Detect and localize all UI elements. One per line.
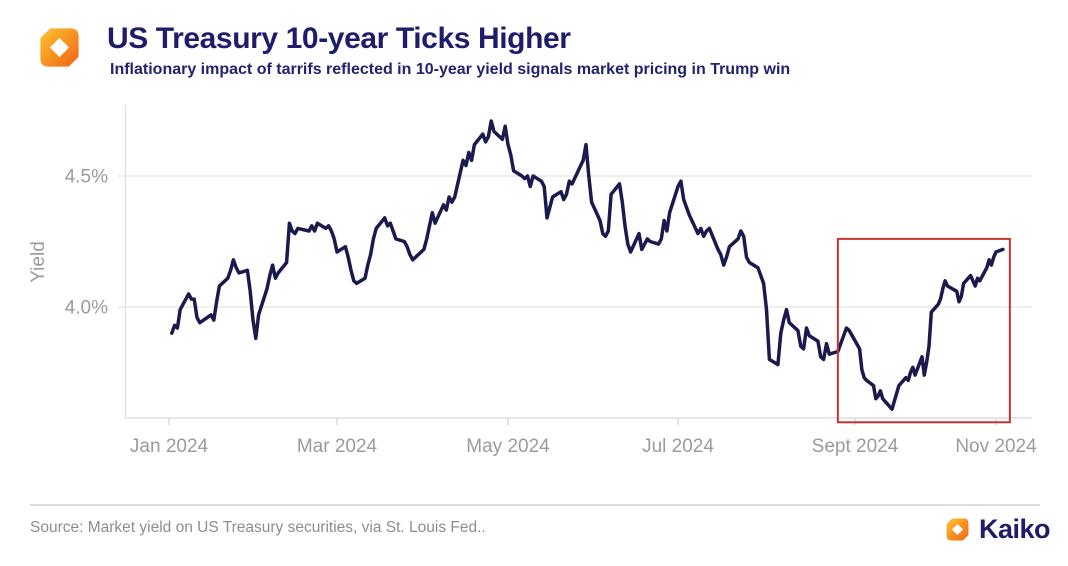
- kaiko-logo-icon-small: [943, 516, 971, 543]
- y-axis-title: Yield: [28, 241, 49, 283]
- brand-wordmark: Kaiko: [978, 514, 1051, 544]
- source-note: Source: Market yield on US Treasury secu…: [30, 519, 486, 536]
- kaiko-logo-icon: [36, 24, 83, 71]
- yield-line: [170, 119, 1005, 411]
- y-tick-label: 4.5%: [65, 167, 108, 188]
- x-tick-label: Nov 2024: [955, 436, 1037, 457]
- x-tick-label: Jul 2024: [642, 436, 714, 457]
- highlight-box: [836, 237, 1011, 424]
- footer-divider: [30, 504, 1040, 506]
- x-tick-label: Jan 2024: [130, 436, 209, 457]
- x-tick-label: May 2024: [466, 436, 550, 457]
- x-tick-label: Sept 2024: [812, 436, 899, 457]
- y-tick-label: 4.0%: [65, 298, 108, 319]
- page-subtitle: Inflationary impact of tarrifs reflected…: [110, 61, 791, 78]
- x-tick-label: Mar 2024: [297, 436, 378, 457]
- brand-footer: Kaiko: [943, 514, 1051, 544]
- page-title: US Treasury 10-year Ticks Higher: [107, 22, 571, 55]
